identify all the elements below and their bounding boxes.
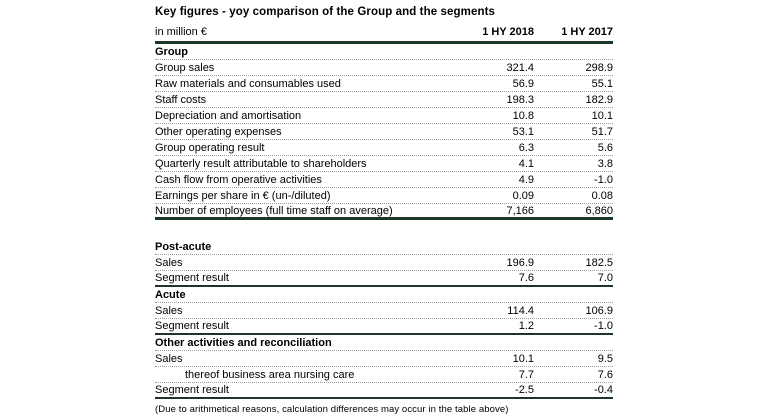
value-2018: 114.4 [507,304,534,317]
row-label: Sales [155,304,183,317]
value-2018: 10.1 [512,352,534,365]
value-2017: 7.0 [597,272,613,284]
table-row: thereof business area nursing care 7.7 7… [155,367,613,383]
value-2018: 4.1 [518,157,534,170]
table-row: Raw materials and consumables used 56.9 … [155,76,613,92]
table-row: Sales 10.1 9.5 [155,351,613,367]
row-label: Number of employees (full time staff on … [155,204,393,217]
value-2017: 3.8 [597,157,613,170]
value-2017: -0.4 [594,384,613,396]
table-row: Sales 196.9 182.5 [155,255,613,271]
row-label: Segment result [155,320,229,332]
row-label: thereof business area nursing care [185,368,355,381]
section-group: Group Group sales 321.4 298.9 Raw materi… [155,44,613,220]
table-row: Staff costs 198.3 182.9 [155,92,613,108]
table-row: Group sales 321.4 298.9 [155,60,613,76]
section-title: Group [155,45,188,58]
value-2017: 5.6 [597,141,613,154]
value-2017: -1.0 [594,173,613,186]
section-title: Acute [155,288,186,301]
value-2018: 196.9 [506,256,534,269]
value-2017: 298.9 [585,61,613,74]
row-label: Group sales [155,61,215,74]
unit-label: in million € [155,26,207,38]
value-2018: 53.1 [512,125,534,138]
value-2017: 6,860 [585,204,613,217]
table-row: Sales 114.4 106.9 [155,303,613,319]
row-label: Group operating result [155,141,265,154]
row-label: Cash flow from operative activities [155,173,322,186]
value-2018: -2.5 [515,384,534,396]
table-row: Segment result 7.6 7.0 [155,271,613,287]
table-row: Segment result -2.5 -0.4 [155,383,613,399]
value-2017: 7.6 [597,368,613,381]
value-2017: 106.9 [585,304,613,317]
table-row: Cash flow from operative activities 4.9 … [155,172,613,188]
col-header-2018: 1 HY 2018 [482,26,534,38]
section-other-activities: Other activities and reconciliation Sale… [155,335,613,399]
row-label: Segment result [155,384,229,396]
row-label: Earnings per share in € (un-/diluted) [155,189,331,202]
value-2018: 198.3 [506,93,534,106]
section-acute: Acute Sales 114.4 106.9 Segment result 1… [155,287,613,335]
value-2017: 182.9 [585,93,613,106]
footnote: (Due to arithmetical reasons, calculatio… [155,404,509,415]
value-2017: 51.7 [591,125,613,138]
section-title: Other activities and reconciliation [155,336,332,349]
section-post-acute: Post-acute Sales 196.9 182.5 Segment res… [155,239,613,287]
row-label: Other operating expenses [155,125,282,138]
value-2018: 7.6 [518,272,534,284]
row-label: Sales [155,352,183,365]
section-title: Post-acute [155,240,212,253]
value-2018: 10.8 [512,109,534,122]
value-2018: 0.09 [512,189,534,202]
value-2017: 182.5 [585,256,613,269]
value-2017: 0.08 [591,189,613,202]
table-row: Other operating expenses 53.1 51.7 [155,124,613,140]
table-row: Depreciation and amortisation 10.8 10.1 [155,108,613,124]
table-row: Group operating result 6.3 5.6 [155,140,613,156]
value-2017: 55.1 [591,77,613,90]
row-label: Depreciation and amortisation [155,109,302,122]
row-label: Staff costs [155,93,207,106]
value-2018: 6.3 [518,141,534,154]
value-2018: 56.9 [512,77,534,90]
row-label: Segment result [155,272,229,284]
section-header: Acute [155,287,613,303]
table-header-row: in million € 1 HY 2018 1 HY 2017 [155,23,613,44]
value-2017: 10.1 [591,109,613,122]
table-row: Number of employees (full time staff on … [155,204,613,220]
row-label: Quarterly result attributable to shareho… [155,157,367,170]
section-header: Other activities and reconciliation [155,335,613,351]
value-2017: 9.5 [597,352,613,365]
section-header: Post-acute [155,239,613,255]
value-2017: -1.0 [594,320,613,332]
value-2018: 4.9 [518,173,534,186]
page-title: Key figures - yoy comparison of the Grou… [155,6,495,18]
value-2018: 7,166 [506,204,534,217]
value-2018: 321.4 [506,61,534,74]
section-header: Group [155,44,613,60]
value-2018: 7.7 [518,368,534,381]
table-row: Earnings per share in € (un-/diluted) 0.… [155,188,613,204]
table-row: Segment result 1.2 -1.0 [155,319,613,335]
col-header-2017: 1 HY 2017 [561,26,613,38]
row-label: Raw materials and consumables used [155,77,341,90]
row-label: Sales [155,256,183,269]
table-row: Quarterly result attributable to shareho… [155,156,613,172]
value-2018: 1.2 [518,320,534,332]
key-figures-table: Key figures - yoy comparison of the Grou… [155,5,613,415]
